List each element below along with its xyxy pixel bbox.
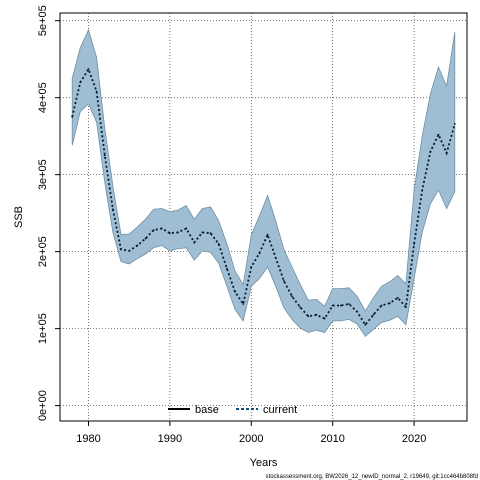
data-point xyxy=(103,154,106,157)
data-point xyxy=(209,232,212,235)
data-point xyxy=(339,304,342,307)
y-tick-label: 3e+05 xyxy=(37,159,49,190)
data-point xyxy=(437,133,440,136)
data-point xyxy=(95,90,98,93)
data-point xyxy=(315,313,318,316)
x-tick-label: 1980 xyxy=(76,433,100,445)
data-point xyxy=(87,68,90,71)
data-point xyxy=(323,317,326,320)
data-point xyxy=(356,310,358,313)
y-tick-label: 0e+00 xyxy=(37,390,49,421)
x-tick-label: 2010 xyxy=(320,433,344,445)
y-axis-title: SSB xyxy=(13,206,25,228)
x-axis-title: Years xyxy=(250,457,278,469)
data-point xyxy=(348,303,350,305)
data-point xyxy=(128,250,131,252)
data-point xyxy=(364,323,367,326)
data-point xyxy=(185,227,188,230)
y-tick-label: 2e+05 xyxy=(37,236,49,267)
legend-current-label: current xyxy=(263,404,297,416)
data-point xyxy=(160,227,163,230)
data-point xyxy=(144,237,147,240)
data-point xyxy=(193,241,196,244)
data-point xyxy=(234,290,236,293)
data-point xyxy=(405,306,407,308)
data-point xyxy=(152,229,155,232)
data-point xyxy=(112,208,114,211)
series-current-line xyxy=(71,67,456,327)
y-tick-label: 1e+05 xyxy=(37,313,49,344)
data-point xyxy=(177,231,179,234)
data-point xyxy=(453,123,456,125)
x-tick-label: 2000 xyxy=(239,433,263,445)
plot-frame xyxy=(59,12,468,422)
x-axis: 1980 1990 2000 2010 2020 xyxy=(76,421,426,445)
data-point xyxy=(71,116,74,118)
series-current-points xyxy=(71,68,456,326)
data-point xyxy=(331,304,334,307)
legend-base-label: base xyxy=(195,404,219,416)
data-point xyxy=(372,313,375,316)
data-point xyxy=(201,231,204,234)
x-tick-label: 1990 xyxy=(158,433,182,445)
data-point xyxy=(388,302,391,305)
data-point xyxy=(258,252,261,255)
data-point xyxy=(307,315,310,318)
footer-note: stockassessment.org, BW2026_12_newID_nor… xyxy=(266,474,478,480)
y-tick-label: 5e+05 xyxy=(37,5,49,36)
x-tick-label: 2020 xyxy=(402,433,426,445)
data-point xyxy=(421,189,424,192)
data-point xyxy=(120,248,122,251)
data-point xyxy=(169,232,171,235)
legend: base current xyxy=(168,404,297,416)
confidence-band xyxy=(71,28,456,337)
data-point xyxy=(250,266,253,268)
data-point xyxy=(79,81,82,84)
data-point xyxy=(226,267,228,270)
data-point xyxy=(413,243,415,245)
data-point xyxy=(429,150,432,153)
data-point xyxy=(299,306,301,308)
data-point xyxy=(274,256,277,259)
y-axis: 0e+00 1e+05 2e+05 3e+05 4e+05 5e+05 xyxy=(37,5,60,421)
data-point xyxy=(283,280,285,282)
data-point xyxy=(217,243,220,245)
data-point xyxy=(291,295,293,298)
data-point xyxy=(242,303,245,305)
y-tick-label: 4e+05 xyxy=(37,82,49,113)
data-point xyxy=(445,152,448,155)
data-point xyxy=(266,233,269,236)
data-point xyxy=(396,296,399,299)
data-point xyxy=(136,244,139,247)
data-point xyxy=(380,304,383,307)
